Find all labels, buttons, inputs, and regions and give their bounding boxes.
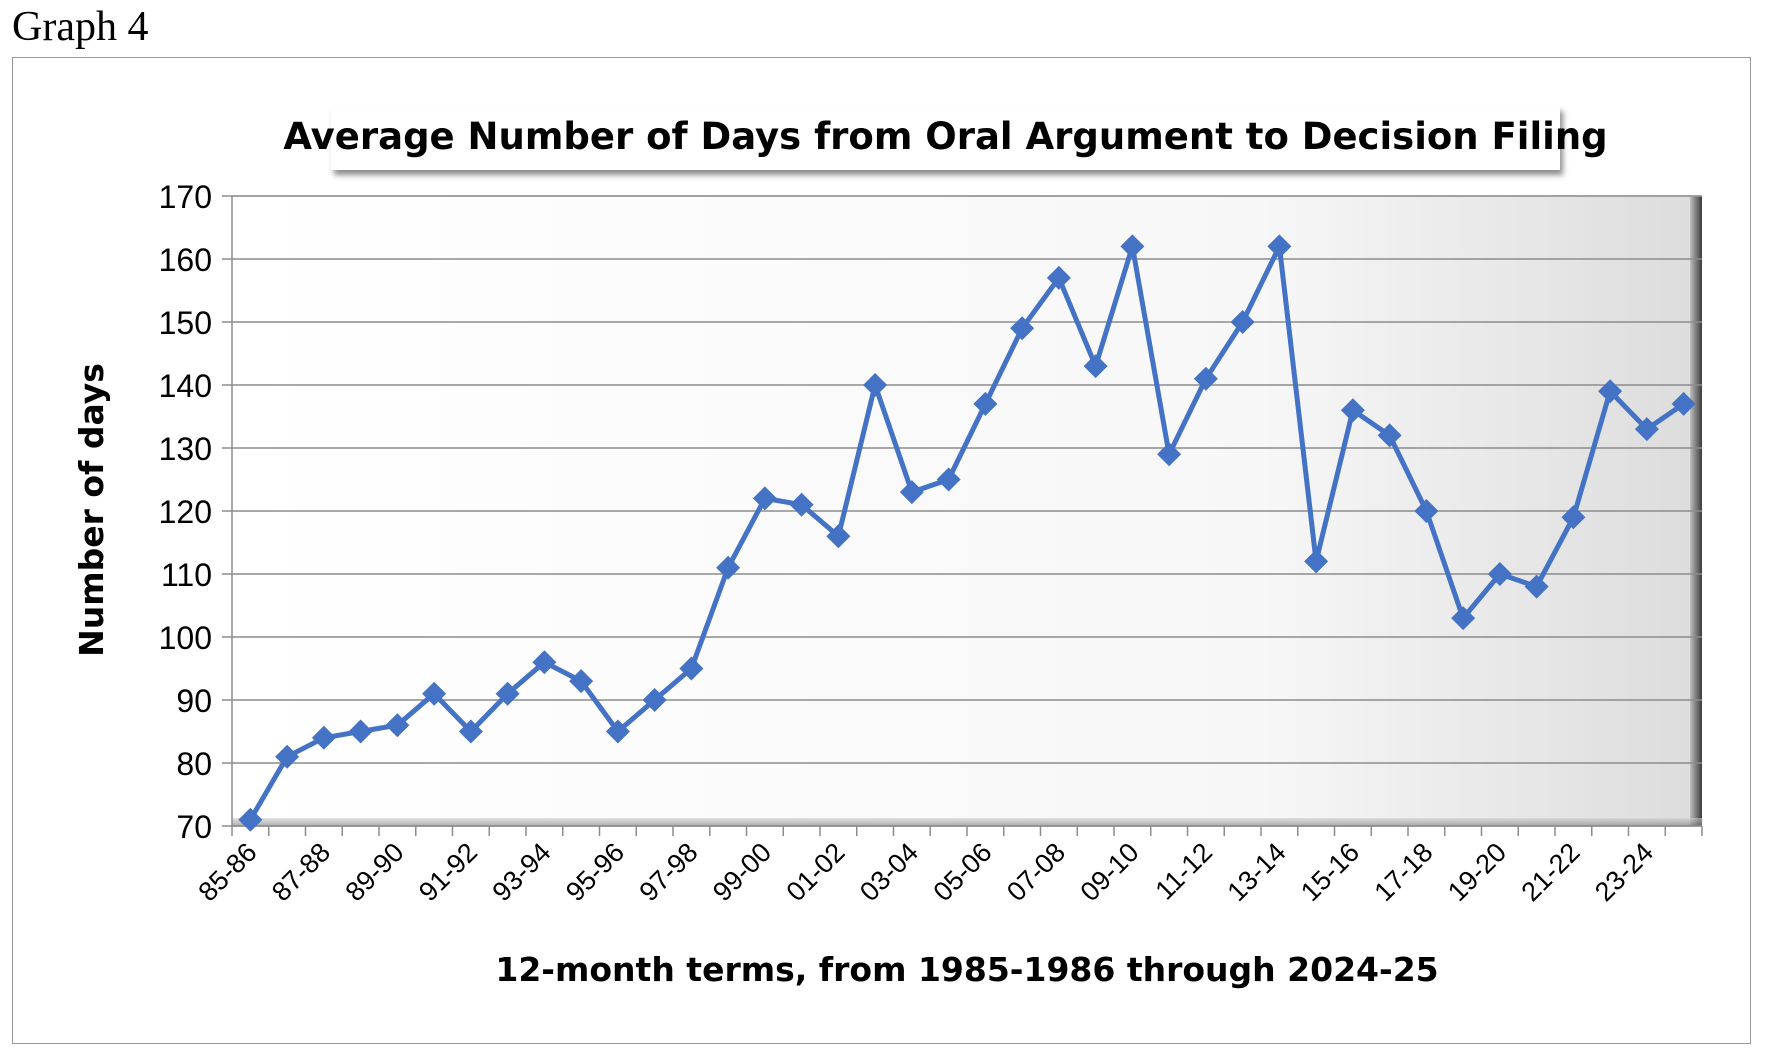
data-point <box>1634 417 1659 442</box>
x-tick-label: 87-88 <box>266 837 336 907</box>
y-tick-label: 70 <box>176 809 212 845</box>
y-tick-label: 80 <box>176 746 212 782</box>
data-point <box>973 391 998 416</box>
data-point <box>752 486 777 511</box>
data-point <box>1120 234 1145 259</box>
data-point <box>422 681 447 706</box>
data-point <box>532 650 557 675</box>
data-point <box>1010 316 1035 341</box>
data-point <box>1561 505 1586 530</box>
y-tick-label: 130 <box>159 431 212 467</box>
data-point <box>1083 354 1108 379</box>
data-point <box>569 669 594 694</box>
axes <box>231 196 1703 836</box>
data-point <box>275 744 300 769</box>
x-tick-label: 91-92 <box>413 837 483 907</box>
data-point <box>605 719 630 744</box>
x-tick-label: 93-94 <box>487 837 557 907</box>
x-tick-label: 97-98 <box>634 837 704 907</box>
data-point <box>899 480 924 505</box>
y-axis-label: Number of days <box>72 363 111 657</box>
y-tick-label: 150 <box>159 305 212 341</box>
x-tick-label: 03-04 <box>854 837 924 907</box>
x-tick-label: 23-24 <box>1589 837 1659 907</box>
data-point <box>348 719 373 744</box>
graph-label: Graph 4 <box>12 4 149 50</box>
data-point <box>826 524 851 549</box>
data-point <box>495 681 520 706</box>
x-tick-label: 15-16 <box>1295 837 1365 907</box>
y-tick-label: 160 <box>159 242 212 278</box>
y-tick-labels: 70 80 90 100 110 120 130 140 150 160 170 <box>159 179 212 845</box>
data-point <box>1230 310 1255 334</box>
data-point <box>1304 549 1329 574</box>
y-tick-label: 140 <box>159 368 212 404</box>
data-point <box>936 467 961 492</box>
x-tick-label: 01-02 <box>781 837 851 907</box>
y-tick-label: 90 <box>176 683 212 719</box>
data-point <box>1046 265 1071 290</box>
x-tick-labels: 85-86 87-88 89-90 91-92 93-94 95-96 97-98 99-00… <box>193 837 1660 907</box>
data-point <box>1671 391 1696 416</box>
data-point <box>1157 442 1182 467</box>
y-tick-label: 170 <box>159 179 212 215</box>
x-tick-label: 09-10 <box>1075 837 1145 907</box>
data-series <box>238 234 1696 832</box>
x-tick-label: 21-22 <box>1516 837 1586 907</box>
data-point <box>311 725 336 750</box>
plot-bevel-bottom <box>232 818 1702 826</box>
x-tick-label: 19-20 <box>1442 837 1512 907</box>
data-point <box>238 807 263 832</box>
data-point <box>1451 606 1476 631</box>
data-point <box>1414 499 1439 523</box>
chart-title: Average Number of Days from Oral Argumen… <box>283 115 1607 158</box>
data-point <box>1598 379 1623 404</box>
x-tick-label: 95-96 <box>560 837 630 907</box>
y-tick-label: 110 <box>161 557 212 593</box>
x-tick-label: 13-14 <box>1222 837 1292 907</box>
y-tick-label: 100 <box>159 620 212 656</box>
data-point <box>458 719 483 744</box>
data-point <box>1267 234 1292 259</box>
data-point <box>716 555 741 580</box>
x-tick-label: 07-08 <box>1001 837 1071 907</box>
data-point <box>1487 562 1512 586</box>
data-point <box>863 373 888 397</box>
data-point <box>789 492 814 517</box>
x-tick-label: 99-00 <box>707 837 777 907</box>
chart-title-box: Average Number of Days from Oral Argumen… <box>283 106 1608 170</box>
series-line <box>248 243 1686 821</box>
y-tick-label: 120 <box>159 494 212 530</box>
x-tick-label: 11-12 <box>1149 837 1218 906</box>
data-point <box>1340 398 1365 423</box>
data-point <box>385 713 410 738</box>
x-tick-label: 05-06 <box>928 837 998 907</box>
x-tick-label: 85-86 <box>193 837 263 907</box>
data-point <box>642 688 667 712</box>
x-tick-label: 89-90 <box>340 837 410 907</box>
data-point <box>679 656 704 681</box>
x-tick-label: 17-18 <box>1369 837 1439 907</box>
data-point <box>1524 574 1549 599</box>
x-axis-label: 12-month terms, from 1985-1986 through 2… <box>495 950 1438 989</box>
data-point <box>1377 423 1402 448</box>
data-point <box>1193 366 1218 391</box>
